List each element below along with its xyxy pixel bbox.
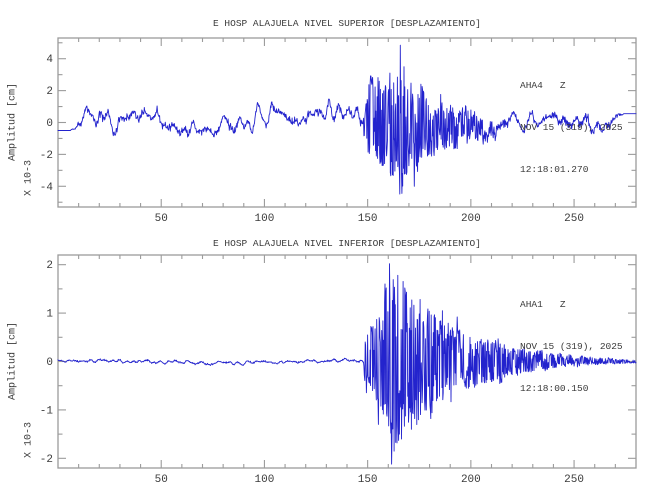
waveform-trace-superior xyxy=(57,44,637,195)
x-tick-label: 100 xyxy=(255,474,275,486)
x-tick-label: 250 xyxy=(564,213,584,225)
x-tick-label: 150 xyxy=(358,474,378,486)
x-tick-label: 150 xyxy=(358,213,378,225)
x-tick-label: 50 xyxy=(155,213,168,225)
y-tick-label: 1 xyxy=(46,309,53,321)
panel-superior-scale-factor: X 10-3 xyxy=(23,159,35,197)
station-date: NOV 15 (319), 2025 xyxy=(520,341,623,352)
panel-superior-station-info: AHA4 Z NOV 15 (319), 2025 12:18:01.270 xyxy=(520,51,623,205)
station-time: 12:18:01.270 xyxy=(520,164,589,175)
x-tick-label: 250 xyxy=(564,474,584,486)
x-tick-label: 50 xyxy=(155,474,168,486)
y-tick-label: -2 xyxy=(40,454,53,466)
panel-inferior-scale-factor: X 10-3 xyxy=(23,421,35,459)
y-tick-label: 2 xyxy=(46,86,53,98)
panel-superior-y-axis-label: Amplitud [cm] xyxy=(7,82,19,162)
y-tick-label: 4 xyxy=(46,54,53,66)
x-tick-label: 200 xyxy=(461,213,481,225)
panel-inferior-station-info: AHA1 Z NOV 15 (319), 2025 12:18:00.150 xyxy=(520,270,623,424)
station-code: AHA1 Z xyxy=(520,299,566,310)
y-tick-label: -4 xyxy=(40,182,54,194)
y-tick-label: -1 xyxy=(40,405,54,417)
waveform-trace-inferior xyxy=(57,263,637,465)
x-tick-label: 100 xyxy=(255,213,275,225)
station-code: AHA4 Z xyxy=(520,80,566,91)
y-tick-label: -2 xyxy=(40,150,53,162)
y-tick-label: 2 xyxy=(46,260,53,272)
panel-inferior-title: E HOSP ALAJUELA NIVEL INFERIOR [DESPLAZA… xyxy=(213,238,481,249)
x-tick-label: 200 xyxy=(461,474,481,486)
panel-superior-title: E HOSP ALAJUELA NIVEL SUPERIOR [DESPLAZA… xyxy=(213,18,481,29)
panel-inferior-y-axis-label: Amplitud [cm] xyxy=(7,321,19,401)
station-time: 12:18:00.150 xyxy=(520,383,589,394)
y-tick-label: 0 xyxy=(46,118,53,130)
station-date: NOV 15 (319), 2025 xyxy=(520,122,623,133)
y-tick-label: 0 xyxy=(46,357,53,369)
